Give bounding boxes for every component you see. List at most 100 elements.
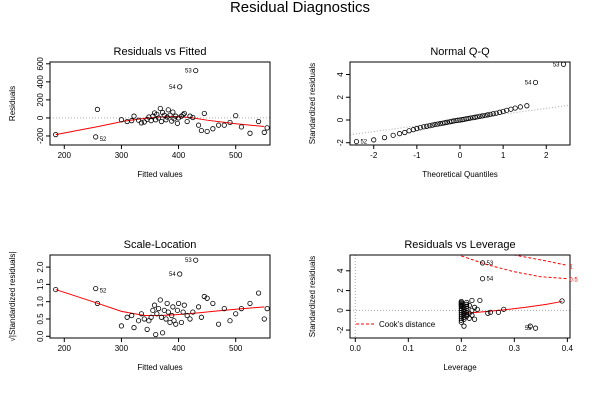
- data-point: [402, 129, 408, 136]
- data-point: [174, 307, 181, 313]
- x-tick-label: 0: [458, 151, 463, 160]
- data-point: [464, 305, 470, 311]
- plot-area: [350, 255, 570, 338]
- data-point: [190, 309, 196, 315]
- data-point: [135, 117, 142, 123]
- data-point: [532, 325, 539, 331]
- x-tick-label: 300: [115, 151, 129, 160]
- data-point: [560, 62, 567, 67]
- plot-area: [50, 67, 270, 140]
- data-point: [141, 316, 147, 322]
- x-tick-label: 500: [229, 344, 243, 353]
- point-label: 55: [525, 326, 532, 332]
- data-point: [458, 300, 464, 307]
- data-point: [477, 113, 483, 119]
- data-point: [159, 109, 166, 116]
- x-tick-label: 400: [172, 151, 186, 160]
- data-point: [490, 111, 496, 117]
- data-point: [170, 304, 176, 310]
- data-point: [424, 123, 430, 129]
- data-point: [466, 302, 472, 308]
- data-point: [458, 305, 464, 311]
- panel-title: Scale-Location: [124, 239, 197, 251]
- y-axis-label: Standardized residuals: [308, 256, 317, 337]
- y-tick-label: 200: [36, 93, 45, 107]
- plot-frame: [49, 61, 271, 146]
- data-point: [474, 114, 480, 120]
- plot-frame: [349, 254, 571, 339]
- data-point: [163, 117, 169, 123]
- data-point: [517, 104, 523, 110]
- legend-label: Cook's distance: [379, 320, 436, 329]
- data-point: [165, 309, 171, 315]
- data-point: [221, 122, 227, 128]
- x-tick-label: 500: [229, 151, 243, 160]
- data-point: [432, 121, 438, 128]
- data-point: [461, 304, 467, 310]
- y-tick-label: 2: [336, 288, 345, 293]
- data-point: [174, 120, 181, 126]
- data-point: [148, 314, 154, 320]
- data-point: [487, 309, 494, 315]
- data-point: [353, 138, 360, 145]
- data-point: [406, 128, 412, 134]
- data-point: [457, 117, 463, 123]
- data-point: [118, 117, 125, 123]
- data-point: [170, 109, 176, 115]
- data-point: [198, 127, 205, 134]
- data-point: [94, 106, 101, 112]
- data-point: [53, 286, 59, 293]
- data-point: [238, 306, 245, 312]
- data-point: [421, 124, 427, 130]
- data-point: [477, 297, 483, 304]
- data-point: [180, 112, 186, 118]
- panel-resid-leverage: Residuals vs Leverage 0.0 0.1 0.2 0.3 0.4 -2 0 2…: [308, 239, 578, 372]
- data-point: [461, 306, 467, 312]
- data-point: [461, 323, 467, 329]
- data-point: [94, 300, 101, 307]
- y-tick-label: 0: [336, 308, 345, 313]
- data-point: [524, 103, 530, 109]
- data-point: [414, 125, 420, 132]
- data-point: [482, 112, 488, 119]
- x-tick-label: 0.0: [350, 344, 362, 353]
- x-tick-label: 0.1: [403, 344, 415, 353]
- data-point: [144, 326, 150, 332]
- data-point: [159, 330, 166, 336]
- data-point: [442, 120, 448, 126]
- data-point: [429, 122, 435, 128]
- data-point: [178, 319, 185, 326]
- data-point: [472, 114, 478, 120]
- data-point: [464, 309, 470, 315]
- y-tick-label: -2: [336, 326, 345, 334]
- y-tick-label: 0: [36, 115, 45, 120]
- data-point: [204, 295, 210, 301]
- point-label: 54: [169, 272, 176, 278]
- data-point: [93, 134, 99, 140]
- data-point: [417, 125, 423, 131]
- qq-reference-line: [350, 104, 570, 136]
- data-point: [264, 125, 270, 131]
- smoother-line: [55, 289, 265, 317]
- data-point: [474, 306, 480, 312]
- data-point: [138, 311, 145, 317]
- data-point: [124, 314, 130, 320]
- data-point: [487, 111, 493, 117]
- cooks-level-label: 1: [569, 264, 573, 270]
- y-tick-label: 0.0: [36, 330, 45, 342]
- data-point: [495, 309, 502, 315]
- data-point: [461, 316, 467, 322]
- panel-title: Normal Q-Q: [430, 46, 490, 58]
- data-point: [53, 132, 59, 138]
- data-point: [497, 109, 503, 115]
- data-point: [135, 318, 142, 324]
- data-point: [157, 297, 163, 303]
- cooks-level-label: 0.5: [569, 278, 578, 284]
- data-point: [150, 307, 156, 313]
- data-point: [397, 131, 403, 137]
- point-label: 53: [553, 62, 560, 68]
- data-point: [500, 108, 506, 115]
- data-point: [458, 313, 464, 319]
- y-tick-label: 1.0: [36, 296, 45, 308]
